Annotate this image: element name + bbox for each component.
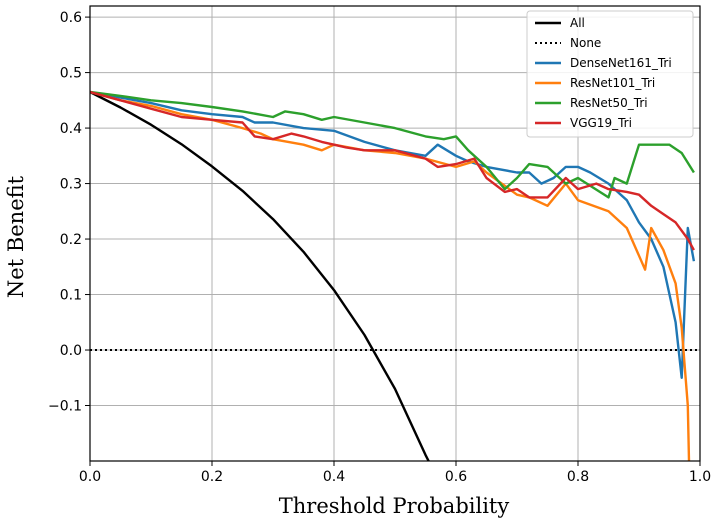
series-line-vgg19-tri — [90, 90, 695, 251]
legend-label: VGG19_Tri — [570, 116, 632, 130]
y-axis-label: Net Benefit — [4, 175, 28, 298]
series-line-all — [90, 90, 430, 461]
x-tick-label: 0.6 — [445, 469, 467, 485]
legend-label: All — [570, 16, 585, 30]
x-axis-label: Threshold Probability — [279, 494, 510, 518]
y-tick-label: 0.0 — [60, 343, 82, 359]
y-tick-label: 0.2 — [60, 232, 82, 248]
plot-border — [89, 5, 701, 462]
series-layer — [90, 90, 700, 461]
ticks: 0.0 0.2 0.4 0.6 0.8 1.0 −0.1 0.0 0.1 0.2 0.3 0.4 0.5… — [48, 10, 711, 485]
axes-frame — [89, 5, 701, 462]
y-tick-label: 0.1 — [60, 288, 82, 304]
x-tick-label: 0.0 — [79, 469, 101, 485]
y-tick-label: 0.4 — [60, 121, 82, 137]
x-tick-label: 0.8 — [567, 469, 589, 485]
y-tick-label: 0.6 — [60, 10, 82, 26]
x-tick-label: 1.0 — [689, 469, 711, 485]
series-line-resnet50-tri — [90, 90, 695, 199]
legend: All None DenseNet161_Tri ResNet101_Tri ResNe… — [526, 10, 694, 138]
x-tick-label: 0.2 — [201, 469, 223, 485]
x-tick-label: 0.4 — [323, 469, 345, 485]
y-tick-label: 0.5 — [60, 66, 82, 82]
y-tick-label: 0.3 — [60, 177, 82, 193]
legend-label: None — [570, 36, 601, 50]
y-tick-label: −0.1 — [48, 399, 82, 415]
legend-label: DenseNet161_Tri — [570, 56, 672, 70]
legend-label: ResNet101_Tri — [570, 76, 655, 90]
legend-box — [526, 10, 694, 138]
legend-label: ResNet50_Tri — [570, 96, 648, 110]
